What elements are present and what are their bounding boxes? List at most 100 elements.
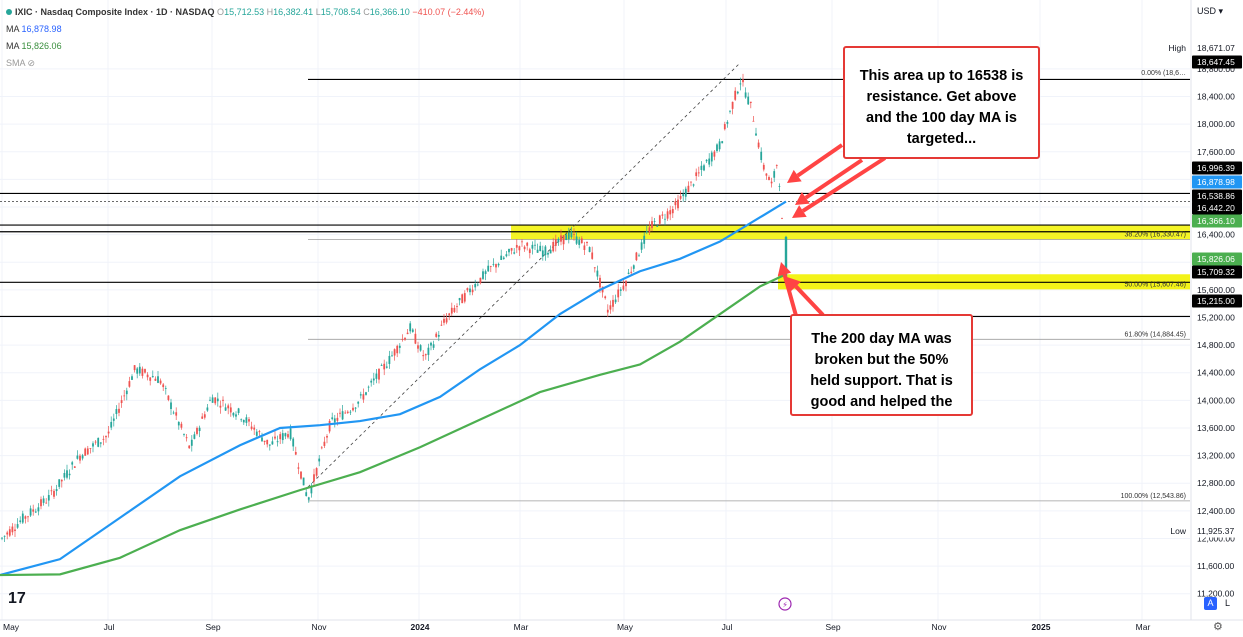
fib-label: 38.20% (16,330.47)	[1125, 231, 1187, 238]
currency-selector[interactable]: USD ▾	[1197, 6, 1223, 17]
candle-body	[476, 284, 479, 286]
price-label: 16,442.20	[1192, 201, 1242, 215]
candle-body	[383, 363, 386, 370]
candle-body	[671, 209, 674, 214]
candle-body	[297, 467, 300, 469]
price-label-tag: Low	[1170, 526, 1186, 536]
price-tick-label: 14,800.00	[1197, 340, 1235, 350]
time-tick-label: 2025	[1032, 622, 1051, 632]
candle-body	[708, 158, 711, 165]
price-tick-label: 16,400.00	[1197, 230, 1235, 240]
candle-body	[453, 307, 456, 312]
legend-ma1-label: MA	[6, 24, 20, 34]
candle-body	[99, 442, 102, 444]
candle-body	[339, 412, 341, 414]
candle-body	[203, 414, 206, 418]
ma-100-line	[0, 200, 787, 577]
candle-body	[765, 173, 768, 176]
auto-scale-button[interactable]: A	[1204, 597, 1217, 610]
candle-body	[380, 365, 383, 366]
candle-body	[29, 508, 32, 516]
candle-body	[697, 172, 700, 174]
candle-body	[253, 427, 256, 430]
price-tick-label: 18,400.00	[1197, 92, 1235, 102]
candle-body	[258, 431, 261, 433]
candle-body	[435, 333, 438, 337]
candle-body	[557, 238, 560, 243]
candle-body	[461, 294, 464, 304]
log-scale-button[interactable]: L	[1221, 597, 1234, 610]
arrow-to-support-shaft	[794, 285, 825, 317]
candle-body	[573, 233, 575, 235]
event-icon[interactable]	[778, 597, 792, 611]
candle-body	[726, 121, 729, 124]
legend-symbol[interactable]: IXIC · Nasdaq Composite Index · 1D · NAS…	[15, 7, 215, 17]
candle-body	[167, 395, 170, 400]
candle-body	[120, 400, 123, 404]
candle-body	[333, 418, 336, 423]
chevron-down-icon: ▾	[1218, 6, 1224, 16]
eye-hidden-icon[interactable]: ⊘	[27, 58, 36, 68]
candle-body	[224, 407, 227, 411]
candle-body	[471, 289, 474, 293]
candle-body	[466, 288, 469, 291]
candle-body	[417, 345, 419, 349]
time-tick-label: Mar	[1136, 622, 1151, 632]
candle-body	[440, 324, 443, 326]
candle-body	[731, 101, 734, 109]
candle-body	[747, 96, 750, 105]
arrow-to-support-head	[787, 277, 802, 292]
candle-body	[565, 234, 568, 241]
gear-icon[interactable]: ⚙	[1213, 621, 1223, 633]
price-axis[interactable]: 18,800.0018,400.0018,000.0017,600.0017,2…	[1190, 0, 1243, 637]
candle-body	[560, 235, 562, 242]
candle-body	[170, 402, 172, 409]
candle-body	[300, 471, 302, 479]
annotation-support-text: The 200 day MA was broken but the 50% he…	[810, 331, 953, 410]
legend-ma2-row[interactable]: MA 15,826.06	[6, 38, 484, 55]
tradingview-logo-icon[interactable]: 17	[8, 590, 26, 607]
candle-body	[596, 270, 599, 277]
candle-body	[274, 436, 276, 439]
candle-body	[370, 380, 373, 383]
time-tick-label: Mar	[514, 622, 529, 632]
candle-body	[141, 368, 144, 376]
legend-ma1-row[interactable]: MA 16,878.98	[6, 21, 484, 38]
time-axis[interactable]: May Jul Sep Nov 2024 Mar May Jul Sep Nov 2025 Mar	[0, 619, 1243, 632]
candle-body	[263, 440, 266, 443]
price-label-bg	[1192, 201, 1242, 215]
candle-body	[216, 398, 219, 402]
candle-body	[703, 165, 705, 171]
candle-body	[315, 468, 318, 476]
candle-body	[105, 436, 107, 438]
candle-body	[151, 376, 154, 378]
candle-body	[643, 235, 646, 244]
candle-body	[723, 124, 726, 130]
legend-ma2-value: 15,826.06	[21, 41, 62, 51]
candle-body	[427, 347, 430, 355]
price-label-bg	[1192, 161, 1242, 175]
moving-averages	[0, 200, 787, 577]
candle-body	[76, 455, 79, 459]
candle-body	[614, 299, 617, 303]
annotation-resistance-text: This area up to 16538 is resistance. Get…	[859, 68, 1024, 147]
time-tick-label: May	[617, 622, 634, 632]
legend-sma-row[interactable]: SMA ⊘	[6, 55, 484, 72]
candle-body	[242, 419, 245, 423]
candle-body	[612, 299, 614, 307]
arrow-to-ma-shaft	[796, 143, 844, 178]
candle-body	[474, 284, 477, 288]
price-tick-label: 13,600.00	[1197, 423, 1235, 433]
candle-body	[6, 532, 9, 535]
candle-body	[674, 201, 677, 206]
candle-body	[700, 165, 703, 170]
candle-body	[666, 211, 669, 219]
candle-body	[71, 462, 74, 465]
price-label: 18,647.45	[1192, 55, 1242, 69]
last-candle-body	[784, 236, 788, 283]
candle-body	[320, 447, 323, 449]
candle-body	[323, 441, 326, 446]
candle-body	[497, 263, 500, 266]
candle-body	[149, 377, 152, 381]
